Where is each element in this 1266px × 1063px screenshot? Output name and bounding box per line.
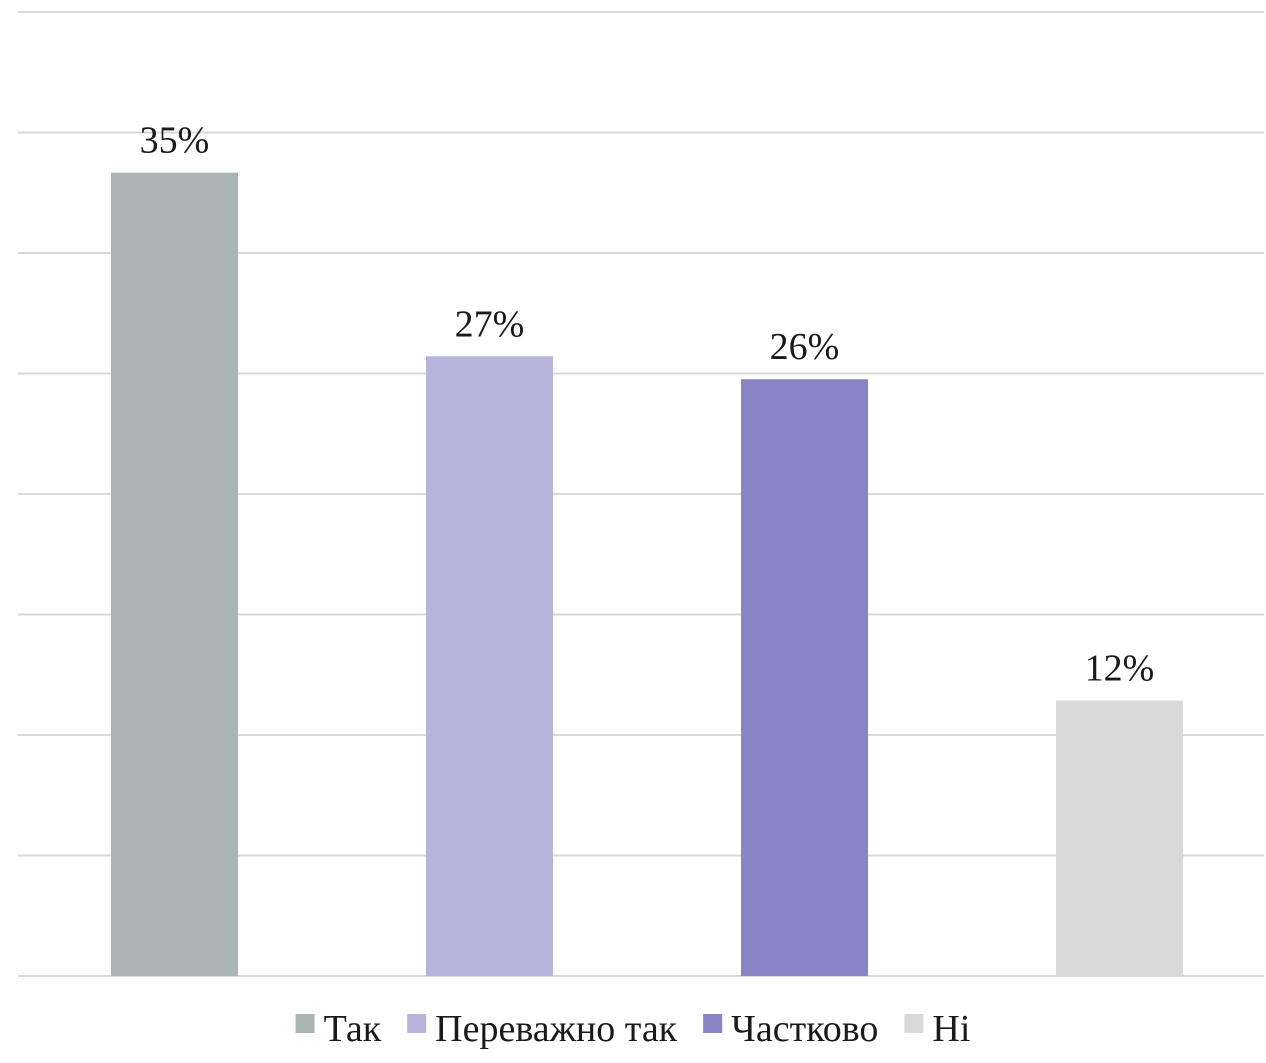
bar-3 bbox=[741, 379, 868, 976]
legend-item: Переважно так bbox=[407, 1008, 678, 1050]
bar-4 bbox=[1056, 700, 1183, 976]
data-label: 12% bbox=[1085, 648, 1155, 690]
legend-item: Частково bbox=[703, 1008, 878, 1050]
legend-label: Ні bbox=[932, 1008, 970, 1050]
data-label: 35% bbox=[140, 120, 210, 162]
legend-swatch bbox=[407, 1014, 427, 1033]
bar-1 bbox=[111, 172, 238, 976]
legend-item: Ні bbox=[904, 1008, 970, 1050]
legend-label: Так bbox=[324, 1008, 382, 1050]
legend-swatch bbox=[904, 1014, 924, 1033]
legend-item: Так bbox=[295, 1008, 382, 1050]
legend-swatch bbox=[703, 1014, 723, 1033]
legend-swatch bbox=[295, 1014, 315, 1033]
data-labels: 35% 27% 26% 12% bbox=[140, 120, 1155, 690]
data-label: 26% bbox=[770, 326, 840, 368]
legend-label: Переважно так bbox=[435, 1008, 678, 1050]
legend: Так Переважно так Частково Ні bbox=[295, 1008, 970, 1050]
bar-2 bbox=[426, 356, 553, 976]
legend-label: Частково bbox=[731, 1008, 878, 1050]
bars bbox=[111, 172, 1183, 976]
data-label: 27% bbox=[455, 303, 525, 345]
